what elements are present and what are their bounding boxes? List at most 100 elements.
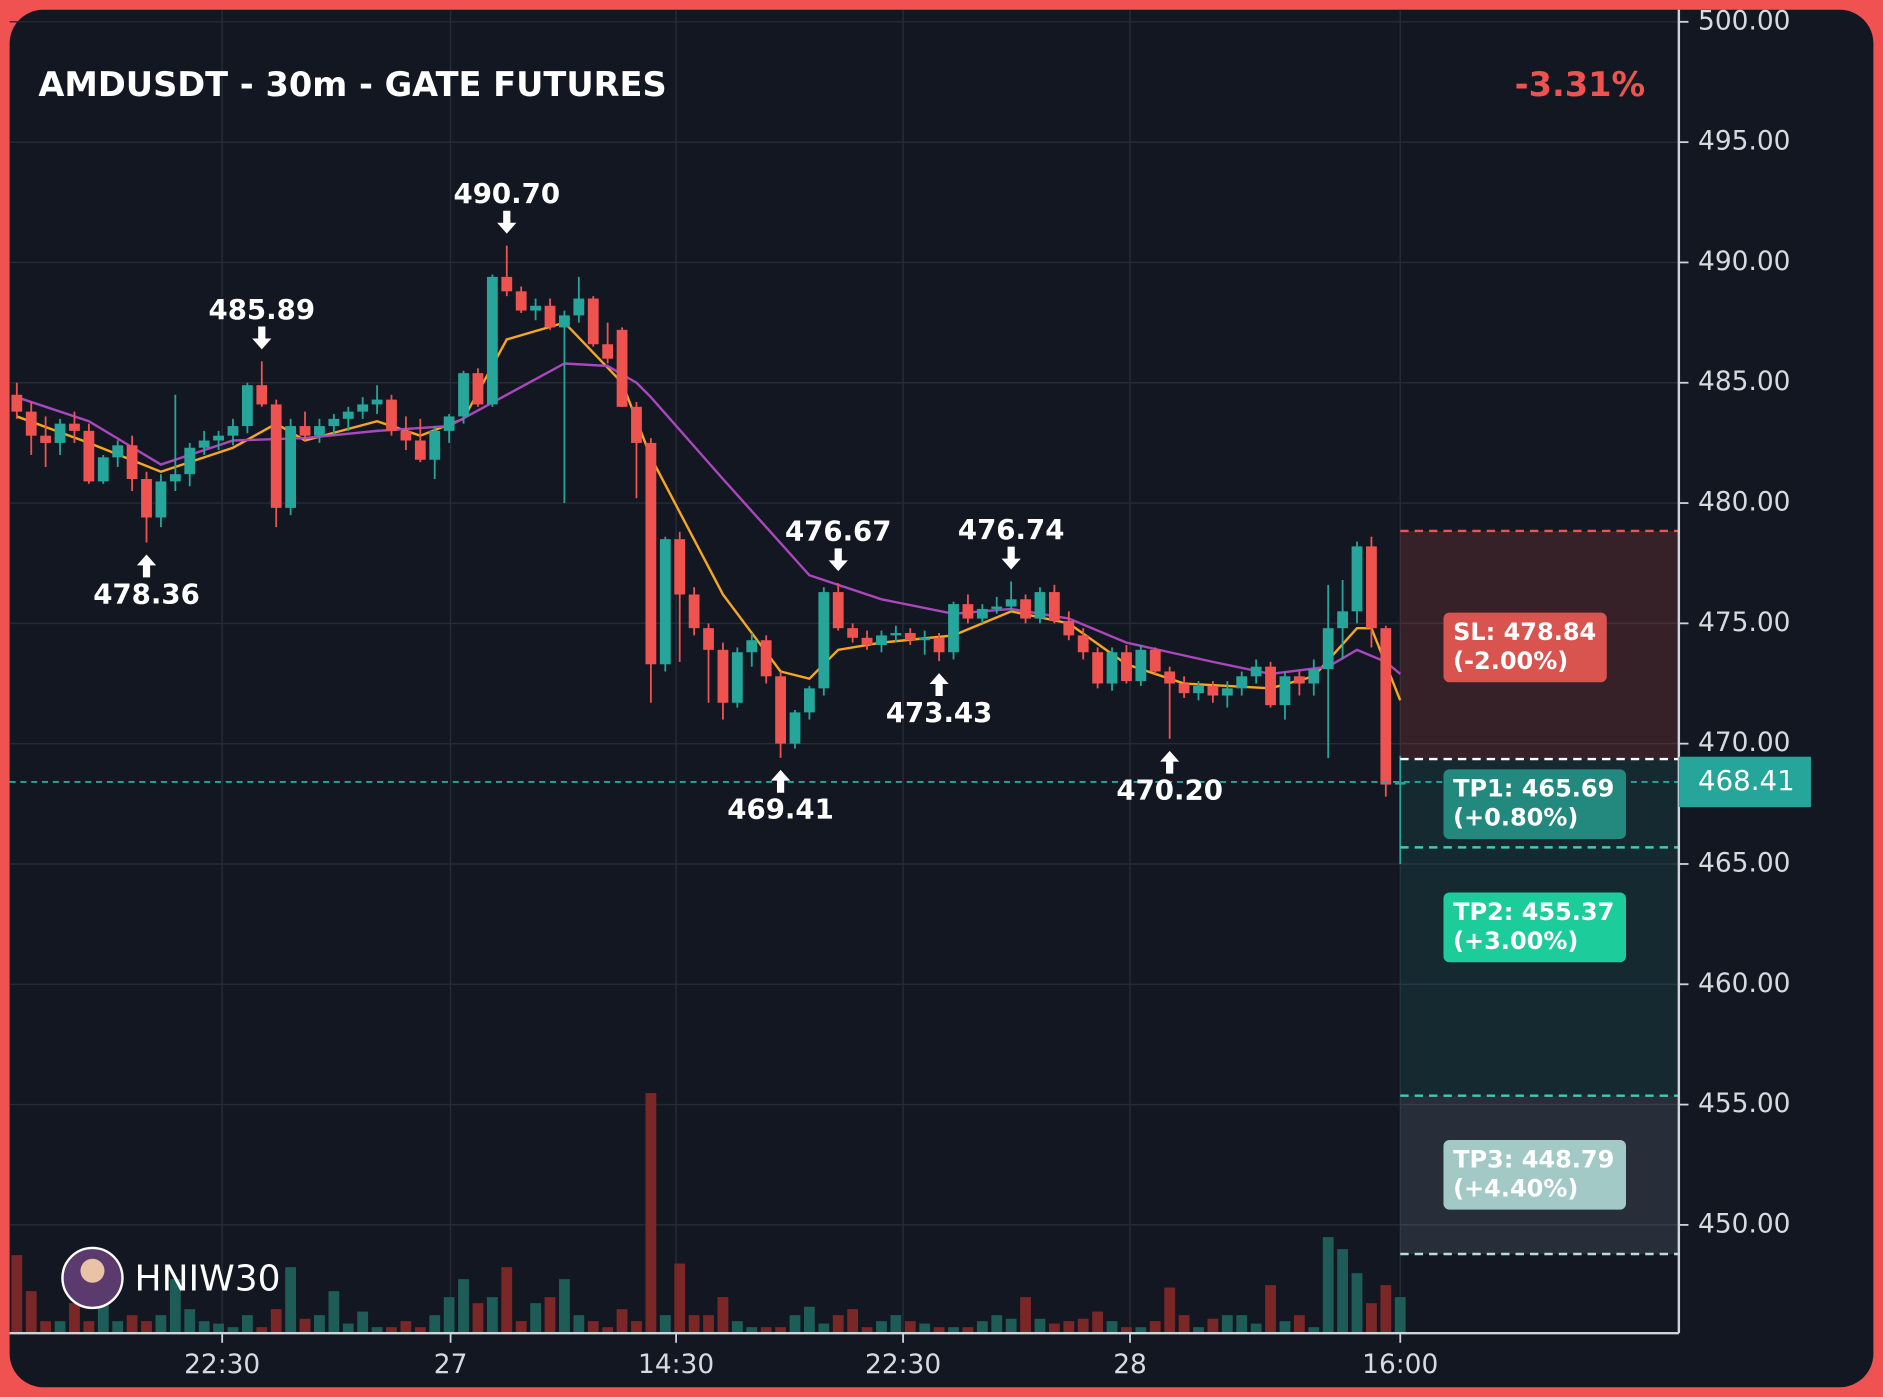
candle-body bbox=[1121, 652, 1132, 682]
candle-body bbox=[400, 430, 412, 441]
annotation-label: 485.89 bbox=[209, 293, 316, 326]
annotation-arrow bbox=[252, 326, 272, 350]
candle-body bbox=[1236, 676, 1248, 689]
volume-bar bbox=[155, 1315, 167, 1334]
annotation-label: 470.20 bbox=[1116, 774, 1223, 807]
volume-bar bbox=[386, 1327, 397, 1334]
volume-bar bbox=[501, 1267, 513, 1334]
candle-body bbox=[530, 305, 542, 311]
volume-bar bbox=[1207, 1318, 1219, 1334]
candle-body bbox=[933, 637, 945, 653]
volume-bar bbox=[25, 1291, 37, 1334]
volume-bar bbox=[1322, 1237, 1334, 1334]
level-label: TP2: 455.37 bbox=[1453, 898, 1614, 926]
volume-bar bbox=[1265, 1285, 1276, 1334]
volume-bar bbox=[400, 1321, 412, 1334]
volume-bar bbox=[645, 1092, 657, 1334]
volume-bar bbox=[659, 1315, 671, 1334]
volume-bar bbox=[69, 1303, 80, 1334]
candle-body bbox=[486, 276, 498, 405]
candle-body bbox=[919, 637, 931, 641]
watermark: HNIW30 bbox=[135, 1258, 281, 1299]
candle-body bbox=[25, 411, 37, 436]
level-sublabel: (+0.80%) bbox=[1453, 804, 1578, 832]
x-tick-label: 14:30 bbox=[638, 1349, 714, 1380]
annotation-label: 478.36 bbox=[93, 577, 200, 610]
level-label: SL: 478.84 bbox=[1453, 618, 1596, 646]
candle-body bbox=[544, 305, 556, 328]
candle-body bbox=[515, 291, 527, 311]
volume-bar bbox=[674, 1263, 686, 1334]
volume-bar bbox=[1351, 1273, 1363, 1334]
candle-body bbox=[631, 406, 642, 443]
avatar-face bbox=[80, 1258, 105, 1283]
volume-bar bbox=[717, 1297, 729, 1334]
volume-bar bbox=[847, 1309, 859, 1334]
candle-body bbox=[1394, 781, 1406, 785]
candle-body bbox=[876, 635, 887, 646]
annotation-arrow bbox=[136, 554, 157, 578]
candle-body bbox=[775, 676, 786, 744]
candle-body bbox=[1221, 688, 1233, 696]
candle-body bbox=[1005, 599, 1017, 607]
volume-bar bbox=[573, 1315, 585, 1334]
level-box bbox=[1443, 1140, 1627, 1210]
candle-body bbox=[573, 298, 585, 316]
candle-body bbox=[357, 404, 369, 412]
candle-body bbox=[126, 445, 138, 479]
candle-body bbox=[976, 608, 988, 619]
candle-body bbox=[1164, 671, 1176, 684]
volume-bar bbox=[285, 1267, 297, 1334]
volume-bar bbox=[1308, 1327, 1320, 1334]
candle-body bbox=[1178, 683, 1190, 694]
candle-body bbox=[1207, 685, 1219, 696]
volume-bar bbox=[1380, 1285, 1392, 1334]
annotation-arrow bbox=[1160, 750, 1180, 774]
candle-body bbox=[1193, 685, 1204, 694]
volume-bar bbox=[83, 1321, 95, 1334]
candle-body bbox=[270, 404, 282, 508]
candle-body bbox=[141, 478, 152, 518]
panel bbox=[9, 9, 1874, 1388]
y-tick-label: 460.00 bbox=[1698, 968, 1790, 999]
volume-bar bbox=[933, 1327, 945, 1334]
candle-body bbox=[314, 426, 325, 436]
y-tick-label: 480.00 bbox=[1698, 487, 1790, 518]
candle-body bbox=[227, 426, 239, 436]
candle-body bbox=[602, 344, 614, 359]
volume-bar bbox=[1293, 1315, 1305, 1334]
volume-bar bbox=[328, 1291, 340, 1334]
candle-body bbox=[458, 373, 469, 417]
candle-body bbox=[659, 539, 671, 665]
annotation-label: 473.43 bbox=[886, 696, 993, 729]
candle-body bbox=[184, 447, 196, 475]
x-tick-label: 22:30 bbox=[184, 1349, 260, 1380]
volume-bar bbox=[631, 1321, 642, 1334]
candle-body bbox=[1366, 546, 1377, 629]
y-tick-label: 465.00 bbox=[1698, 847, 1790, 878]
candle-body bbox=[1279, 676, 1291, 706]
volume-bar bbox=[1394, 1297, 1406, 1334]
candle-body bbox=[616, 329, 628, 407]
volume-bar bbox=[1164, 1287, 1176, 1334]
annotation-label: 476.74 bbox=[958, 513, 1065, 546]
level-box bbox=[1443, 612, 1607, 683]
candle-body bbox=[1322, 628, 1334, 670]
volume-bar bbox=[919, 1323, 931, 1334]
volume-bar bbox=[789, 1315, 801, 1334]
candle-body bbox=[1250, 666, 1262, 677]
volume-bar bbox=[1193, 1327, 1204, 1334]
volume-bar bbox=[775, 1327, 786, 1334]
volume-bar bbox=[1178, 1315, 1190, 1334]
volume-bar bbox=[213, 1323, 224, 1334]
volume-bar bbox=[616, 1309, 628, 1334]
y-tick-label: 450.00 bbox=[1698, 1208, 1790, 1239]
volume-bar bbox=[429, 1315, 441, 1334]
volume-bar bbox=[1063, 1321, 1075, 1334]
volume-bar bbox=[1077, 1318, 1089, 1334]
y-tick-label: 485.00 bbox=[1698, 366, 1790, 397]
candle-body bbox=[328, 418, 340, 427]
volume-bar bbox=[861, 1327, 873, 1334]
volume-bar bbox=[227, 1327, 239, 1334]
